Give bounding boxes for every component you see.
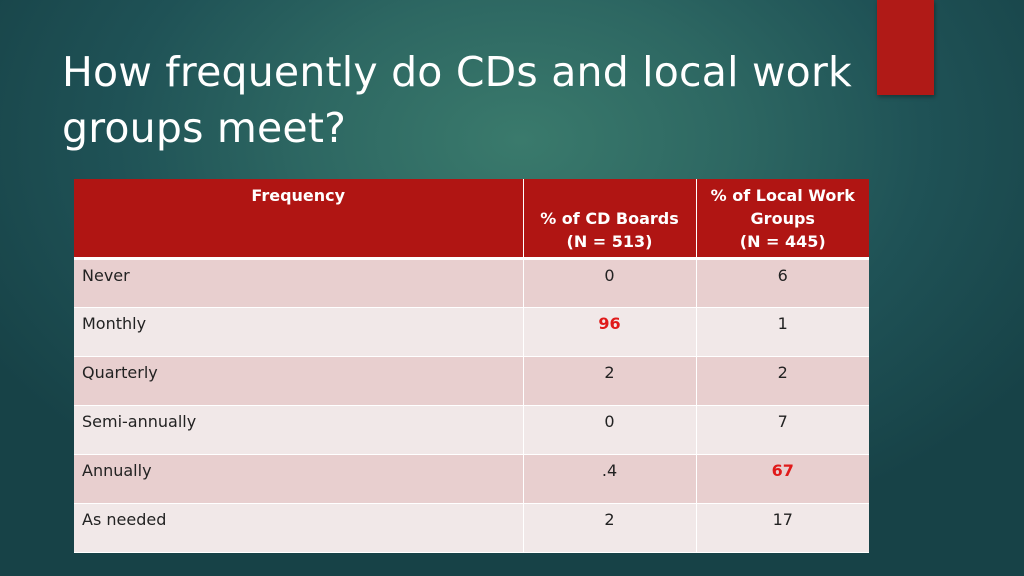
frequency-table: Frequency % of CD Boards (N = 513) % of … xyxy=(74,179,869,553)
local-work-groups-value: 1 xyxy=(696,307,869,357)
title-accent-bar xyxy=(877,0,934,95)
table-header-row: Frequency % of CD Boards (N = 513) % of … xyxy=(74,179,869,260)
slide-title: How frequently do CDs and local work gro… xyxy=(62,48,852,152)
row-label: Monthly xyxy=(74,307,524,357)
header-lwg-line-3: (N = 445) xyxy=(739,232,826,251)
table-row: Quarterly 2 2 xyxy=(74,356,869,406)
row-label: Annually xyxy=(74,454,524,504)
cd-boards-value: .4 xyxy=(523,454,697,504)
table-row: Never 0 6 xyxy=(74,258,869,308)
header-lwg-line-1: % of Local Work xyxy=(710,186,855,205)
local-work-groups-value: 2 xyxy=(696,356,869,406)
cd-boards-value: 0 xyxy=(523,405,697,455)
row-label: Never xyxy=(74,258,524,308)
row-label: Semi-annually xyxy=(74,405,524,455)
cd-boards-value: 2 xyxy=(523,503,697,553)
header-lwg-line-2: Groups xyxy=(750,209,815,228)
header-local-work-groups: % of Local Work Groups (N = 445) xyxy=(696,179,869,260)
table-row: Annually .4 67 xyxy=(74,454,869,504)
header-frequency-label: Frequency xyxy=(251,186,346,205)
header-cd-boards-line-2: (N = 513) xyxy=(566,232,653,251)
table-row: Monthly 96 1 xyxy=(74,307,869,357)
header-cd-boards: % of CD Boards (N = 513) xyxy=(523,179,697,260)
table-row: As needed 2 17 xyxy=(74,503,869,553)
local-work-groups-value: 7 xyxy=(696,405,869,455)
header-frequency: Frequency xyxy=(74,179,524,260)
local-work-groups-value: 17 xyxy=(696,503,869,553)
cd-boards-value: 2 xyxy=(523,356,697,406)
cd-boards-value: 0 xyxy=(523,258,697,308)
table-row: Semi-annually 0 7 xyxy=(74,405,869,455)
row-label: As needed xyxy=(74,503,524,553)
row-label: Quarterly xyxy=(74,356,524,406)
local-work-groups-value: 67 xyxy=(696,454,869,504)
header-cd-boards-line-1: % of CD Boards xyxy=(540,209,679,228)
cd-boards-value: 96 xyxy=(523,307,697,357)
local-work-groups-value: 6 xyxy=(696,258,869,308)
